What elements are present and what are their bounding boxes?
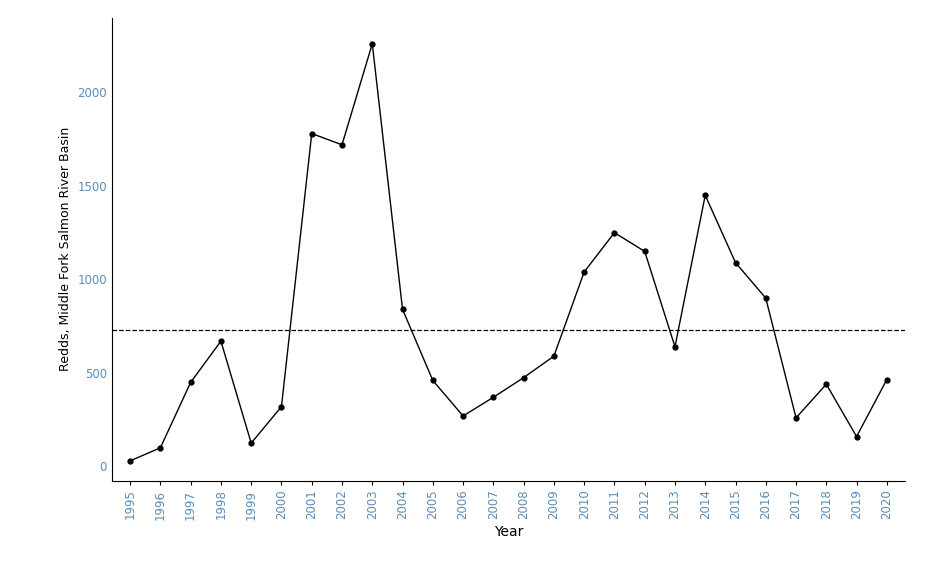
X-axis label: Year: Year [494,525,523,539]
Y-axis label: Redds, Middle Fork Salmon River Basin: Redds, Middle Fork Salmon River Basin [59,127,72,371]
